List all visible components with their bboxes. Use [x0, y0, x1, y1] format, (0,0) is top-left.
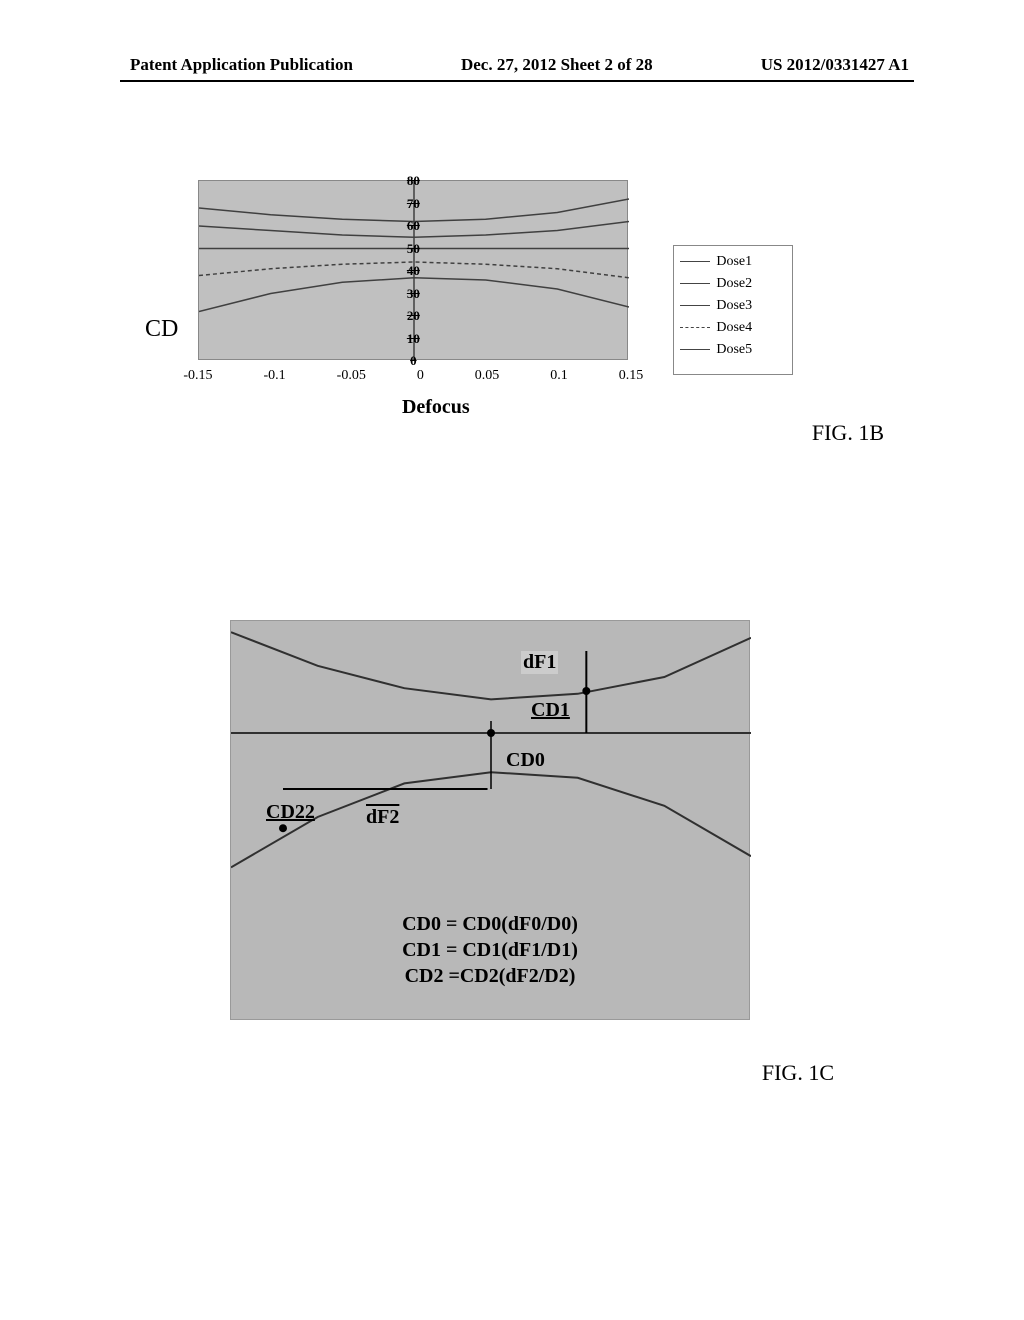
- fig1b-legend: Dose1 Dose2 Dose3 Dose4 Dose5: [673, 245, 793, 375]
- fig1c-label-CD0: CD0: [506, 749, 545, 772]
- legend-label: Dose5: [716, 342, 752, 358]
- fig1b-x-tick: 0.15: [619, 368, 644, 384]
- fig1b-x-tick: -0.1: [264, 368, 286, 384]
- fig1b-x-tick: 0: [417, 368, 424, 384]
- legend-item: Dose2: [680, 276, 786, 292]
- fig1b-x-label: Defocus: [228, 396, 643, 419]
- fig1b-y-tick: 40: [407, 263, 420, 279]
- fig1b-x-tick: -0.05: [337, 368, 366, 384]
- page-header: Patent Application Publication Dec. 27, …: [0, 55, 1024, 75]
- header-rule: [120, 80, 914, 82]
- fig1b-x-axis: -0.15 -0.1 -0.05 0 0.05 0.1 0.15: [183, 368, 643, 384]
- header-left: Patent Application Publication: [130, 55, 353, 75]
- legend-swatch: [680, 327, 710, 328]
- legend-item: Dose4: [680, 320, 786, 336]
- fig1b-chart-bg: 80706050403020100: [198, 180, 628, 360]
- header-right: US 2012/0331427 A1: [761, 55, 909, 75]
- legend-item: Dose1: [680, 254, 786, 270]
- legend-item: Dose3: [680, 298, 786, 314]
- fig1b-y-tick: 80: [407, 173, 420, 189]
- fig1b-y-tick: 70: [407, 196, 420, 212]
- fig1b-x-tick: 0.05: [475, 368, 500, 384]
- fig1b-y-tick: 0: [410, 353, 417, 369]
- legend-swatch: [680, 261, 710, 262]
- fig1c-eq-1: CD1 = CD1(dF1/D1): [402, 937, 578, 963]
- figure-1b: CD 80706050403020100 -0.15-0.1-0.0500.05…: [145, 180, 895, 419]
- fig1c-label-CD1: CD1: [531, 699, 570, 722]
- fig1b-y-tick: 30: [407, 286, 420, 302]
- fig1c-label-CD22: CD22: [266, 801, 315, 824]
- legend-item: Dose5: [680, 342, 786, 358]
- legend-label: Dose1: [716, 254, 752, 270]
- legend-label: Dose3: [716, 298, 752, 314]
- fig1b-y-tick: 20: [407, 308, 420, 324]
- fig1b-x-tick: 0.1: [550, 368, 568, 384]
- fig1b-caption: FIG. 1B: [812, 420, 884, 446]
- legend-swatch: [680, 283, 710, 284]
- legend-swatch: [680, 349, 710, 350]
- fig1b-y-tick: 50: [407, 241, 420, 257]
- fig1c-caption: FIG. 1C: [762, 1060, 834, 1086]
- legend-label: Dose2: [716, 276, 752, 292]
- legend-label: Dose4: [716, 320, 752, 336]
- fig1c-label-dF1: dF1: [521, 651, 558, 674]
- fig1b-y-tick: 60: [407, 218, 420, 234]
- figure-1c: dF1 CD1 CD0 CD22 dF2 CD0 = CD0(dF0/D0) C…: [230, 620, 750, 1020]
- fig1b-x-tick: -0.15: [183, 368, 212, 384]
- fig1b-chart-area: 80706050403020100 -0.15-0.1-0.0500.050.1…: [198, 180, 643, 419]
- legend-swatch: [680, 305, 710, 306]
- fig1c-label-dF2: dF2: [366, 806, 399, 829]
- fig1c-equations: CD0 = CD0(dF0/D0) CD1 = CD1(dF1/D1) CD2 …: [402, 911, 578, 989]
- fig1b-y-label: CD: [145, 316, 178, 343]
- header-center: Dec. 27, 2012 Sheet 2 of 28: [461, 55, 653, 75]
- fig1c-eq-0: CD0 = CD0(dF0/D0): [402, 911, 578, 937]
- fig1c-eq-2: CD2 =CD2(dF2/D2): [402, 963, 578, 989]
- fig1b-y-tick: 10: [407, 331, 420, 347]
